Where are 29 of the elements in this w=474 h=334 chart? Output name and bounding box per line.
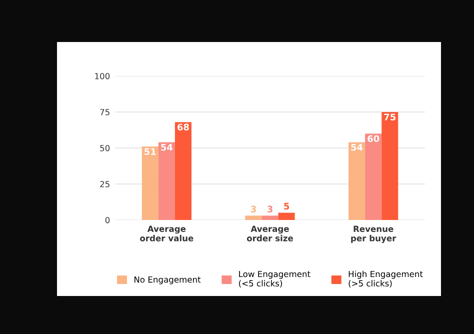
y-tick-label: 25 xyxy=(100,180,110,188)
x-tick-label: Revenue per buyer xyxy=(351,226,396,244)
x-tick-label: Average order value xyxy=(140,226,194,242)
data-label: 5 xyxy=(284,202,290,210)
data-label: 54 xyxy=(351,144,363,151)
bar xyxy=(278,212,295,220)
data-label: 60 xyxy=(368,135,380,142)
bar xyxy=(158,142,175,220)
data-label: 51 xyxy=(144,148,156,155)
data-label: 3 xyxy=(267,206,272,212)
bar xyxy=(382,112,398,220)
y-tick-label: 0 xyxy=(105,216,110,224)
bar xyxy=(348,142,366,220)
legend-label: High Engagement (>5 clicks) xyxy=(348,270,423,288)
bar xyxy=(142,146,158,220)
data-label: 68 xyxy=(177,124,189,131)
legend-label: Low Engagement (<5 clicks) xyxy=(239,270,310,288)
bar xyxy=(262,216,278,220)
y-tick-label: 100 xyxy=(95,72,110,80)
x-tick-label: Average order size xyxy=(246,226,293,242)
data-label: 75 xyxy=(384,114,396,120)
data-label: 54 xyxy=(161,144,173,151)
data-label: 3 xyxy=(250,206,256,212)
legend-label: No Engagement xyxy=(134,276,201,284)
bar xyxy=(174,122,192,220)
bar xyxy=(245,216,262,220)
bar xyxy=(365,134,382,220)
y-tick-label: 50 xyxy=(100,144,110,152)
y-tick-label: 75 xyxy=(100,109,110,116)
